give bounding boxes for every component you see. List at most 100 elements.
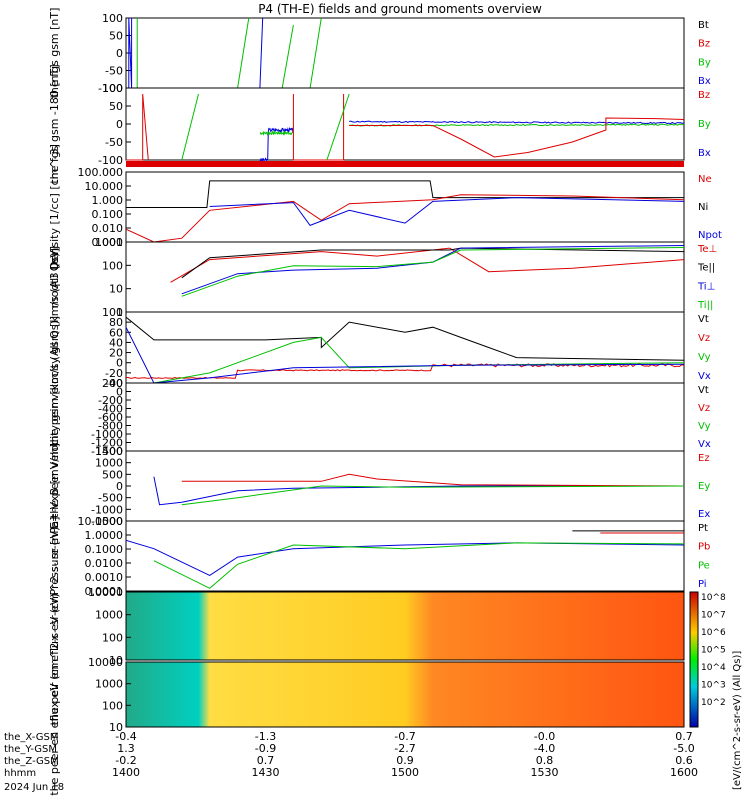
- y-tick-label: -1200: [91, 437, 123, 450]
- x-tick-label: 0.6: [675, 754, 693, 767]
- y-tick-label: -1000: [91, 428, 123, 441]
- panel-frame: [125, 241, 685, 313]
- colorbar-label: [eV/(cm^2-s-sr-eV) (All Qs)]: [732, 651, 743, 790]
- x-tick-label: -0.7: [394, 730, 415, 743]
- y-axis-label: E=-VxB [mV/m]: [48, 443, 61, 529]
- legend-entry: By: [698, 119, 711, 130]
- date-label: 2024 Jun 18: [4, 782, 64, 793]
- y-tick-label: 0.010: [92, 222, 124, 235]
- y-axis-label: the fgs gsm [nT]: [48, 8, 61, 99]
- legend-entry: Bt: [698, 20, 709, 31]
- y-tick-label: 60: [109, 326, 123, 339]
- legend-entry: Pi: [698, 579, 707, 590]
- y-tick-label: 1000: [95, 236, 123, 249]
- panel-frame: [125, 17, 685, 89]
- x-tick-label: -0.4: [115, 730, 136, 743]
- y-tick-label: -1500: [91, 515, 123, 528]
- panel-frame: [125, 311, 685, 384]
- series-line: [125, 316, 685, 361]
- series-line: [153, 476, 684, 506]
- colorbar-tick: 10^2: [701, 698, 726, 708]
- y-axis-label: the peir velocity gsm [km/s (All Qs)]: [48, 248, 61, 447]
- y-axis-label: moqt3 [eV]: [48, 246, 61, 308]
- y-tick-label: 1000: [95, 609, 123, 622]
- x-tick-label: -1.3: [255, 730, 276, 743]
- orbit-bar: [126, 161, 684, 167]
- y-tick-label: 1000: [95, 457, 123, 470]
- legend-entry: Pt: [698, 523, 708, 534]
- legend-entry: Ex: [698, 509, 710, 520]
- y-tick-label: 1.000: [92, 194, 124, 207]
- series-line: [281, 24, 294, 89]
- x-row-name: the_X-GSM: [4, 732, 58, 743]
- legend-entry: Vx: [698, 371, 711, 382]
- colorbar-tick: 10^3: [701, 681, 726, 691]
- legend-entry: Ne: [698, 174, 712, 185]
- x-tick-label: -0.2: [115, 754, 136, 767]
- series-line: [237, 17, 250, 89]
- y-tick-label: 0: [116, 480, 123, 493]
- panel-frame: [125, 520, 685, 592]
- y-tick-label: 10: [109, 283, 123, 296]
- series-line: [126, 363, 685, 379]
- y-tick-label: -100: [98, 154, 123, 167]
- y-tick-label: -400: [98, 403, 123, 416]
- legend-entry: Bx: [698, 148, 711, 159]
- x-tick-label: 1.3: [117, 742, 135, 755]
- y-tick-label: 50: [109, 30, 123, 43]
- panel-frame: [125, 382, 685, 452]
- series-line: [126, 180, 684, 208]
- series-line: [349, 120, 685, 125]
- y-tick-label: 1500: [95, 445, 123, 458]
- y-tick-label: 0.1000: [85, 543, 124, 556]
- x-tick-label: 0.8: [536, 754, 554, 767]
- y-tick-label: -50: [105, 65, 123, 78]
- y-tick-label: -40: [105, 377, 123, 390]
- y-tick-label: 100: [102, 699, 123, 712]
- legend-entry: Ey: [698, 481, 710, 492]
- legend-entry: Vz: [698, 403, 710, 414]
- y-tick-label: 80: [109, 316, 123, 329]
- series-line: [181, 473, 685, 487]
- x-row-name: hhmm: [4, 768, 36, 779]
- series-line: [125, 194, 685, 243]
- y-tick-label: 0.0001: [85, 585, 124, 598]
- y-tick-label: 1.0000: [85, 529, 124, 542]
- y-tick-label: -1000: [91, 503, 123, 516]
- x-tick-label: 1600: [670, 766, 698, 779]
- series-line: [209, 197, 685, 227]
- legend-entry: Pe: [698, 560, 710, 571]
- series-line: [181, 247, 685, 279]
- y-tick-label: 0.0010: [85, 571, 124, 584]
- y-tick-label: -500: [98, 492, 123, 505]
- y-tick-label: 1: [116, 306, 123, 319]
- series-line: [153, 542, 685, 589]
- y-tick-label: 40: [109, 336, 123, 349]
- legend-entry: Bz: [698, 39, 710, 50]
- y-tick-label: 100: [102, 259, 123, 272]
- x-tick-label: -0.9: [255, 742, 276, 755]
- y-tick-label: 100: [102, 82, 123, 95]
- colorbar: 10^8 10^7 10^6 10^5 10^4 10^3 10^2 [eV/(cm^2-s-…: [689, 591, 743, 790]
- y-tick-label: 0.0100: [85, 557, 124, 570]
- series-line: [181, 93, 199, 161]
- x-tick-label: -4.0: [534, 742, 555, 755]
- panel-frame: [125, 661, 685, 728]
- panel-frame: [125, 87, 685, 161]
- y-axis-label: Density [1/cc] [cm^-3]: [48, 144, 61, 270]
- y-tick-label: 0: [116, 357, 123, 370]
- legend-entry: Te⊥: [697, 244, 717, 255]
- series-line: [153, 336, 685, 384]
- y-tick-label: 10: [109, 721, 123, 734]
- x-row-name: the_Y-GSM: [4, 744, 57, 755]
- colorbar-tick: 10^6: [701, 628, 726, 638]
- y-tick-label: 100: [102, 306, 123, 319]
- y-tick-label: 0: [116, 47, 123, 60]
- series-line: [170, 247, 685, 283]
